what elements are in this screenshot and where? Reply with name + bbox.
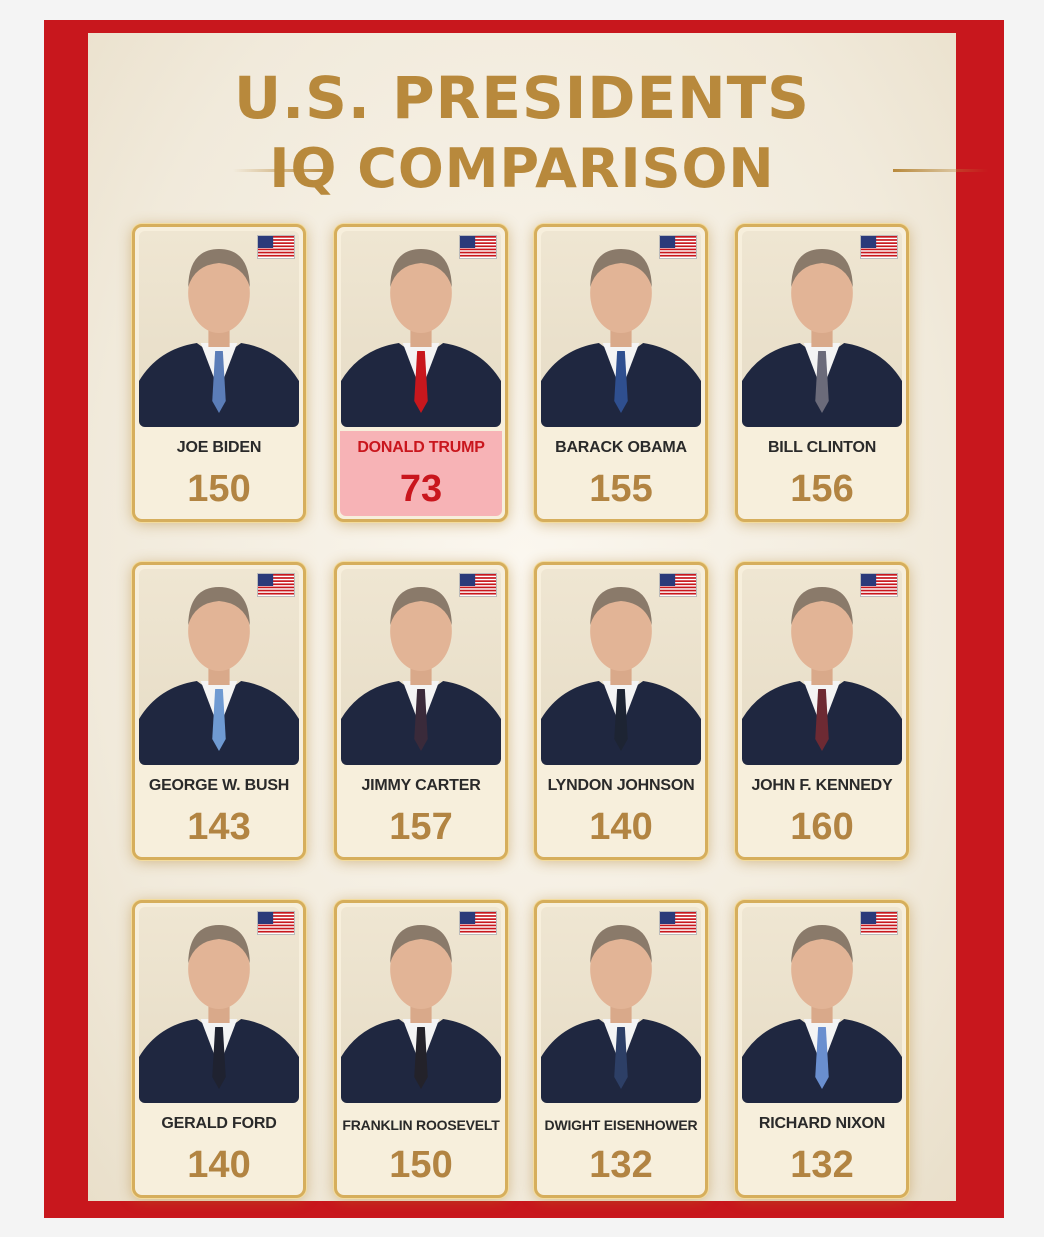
iq-score: 156 xyxy=(790,468,854,510)
poster-subtitle: IQ COMPARISON xyxy=(269,137,775,200)
president-portrait xyxy=(742,231,902,427)
president-card: DWIGHT EISENHOWER 132 xyxy=(534,900,708,1198)
president-name: BILL CLINTON xyxy=(767,439,877,456)
president-card: GERALD FORD 140 xyxy=(132,900,306,1198)
iq-score: 155 xyxy=(589,468,653,510)
president-name: JOE BIDEN xyxy=(176,439,262,456)
iq-score: 140 xyxy=(589,806,653,848)
iq-score: 132 xyxy=(589,1144,653,1186)
president-portrait xyxy=(139,907,299,1103)
president-card: JOE BIDEN 150 xyxy=(132,224,306,522)
us-flag-icon xyxy=(659,911,697,935)
us-flag-icon xyxy=(860,573,898,597)
president-card: BARACK OBAMA 155 xyxy=(534,224,708,522)
president-portrait xyxy=(541,569,701,765)
president-name: BARACK OBAMA xyxy=(555,439,687,456)
president-portrait xyxy=(139,569,299,765)
poster-title: U.S. PRESIDENTS xyxy=(234,64,810,132)
iq-score: 132 xyxy=(790,1144,854,1186)
us-flag-icon xyxy=(459,573,497,597)
president-card: BILL CLINTON 156 xyxy=(735,224,909,522)
title-rule-left xyxy=(233,169,328,172)
us-flag-icon xyxy=(257,573,295,597)
president-portrait xyxy=(139,231,299,427)
president-portrait xyxy=(541,231,701,427)
iq-score: 160 xyxy=(790,806,854,848)
us-flag-icon xyxy=(860,235,898,259)
title-rule-right xyxy=(893,169,988,172)
president-portrait xyxy=(742,569,902,765)
president-name: JOHN F. KENNEDY xyxy=(751,777,893,794)
highlight-background xyxy=(340,431,502,516)
president-name: GEORGE W. BUSH xyxy=(148,777,290,794)
president-name: RICHARD NIXON xyxy=(758,1115,886,1132)
us-flag-icon xyxy=(459,911,497,935)
president-portrait xyxy=(341,907,501,1103)
president-portrait xyxy=(742,907,902,1103)
us-flag-icon xyxy=(257,911,295,935)
president-card: RICHARD NIXON 132 xyxy=(735,900,909,1198)
president-name: GERALD FORD xyxy=(161,1115,277,1132)
president-name: LYNDON JOHNSON xyxy=(547,777,695,794)
president-name: DWIGHT EISENHOWER xyxy=(544,1117,698,1133)
us-flag-icon xyxy=(659,235,697,259)
president-portrait xyxy=(341,569,501,765)
president-card: FRANKLIN ROOSEVELT 150 xyxy=(334,900,508,1198)
us-flag-icon xyxy=(860,911,898,935)
iq-score: 143 xyxy=(187,806,251,848)
president-card: JIMMY CARTER 157 xyxy=(334,562,508,860)
president-card: DONALD TRUMP 73 xyxy=(334,224,508,522)
iq-score: 157 xyxy=(389,806,453,848)
president-portrait xyxy=(541,907,701,1103)
iq-score: 150 xyxy=(389,1144,453,1186)
president-name: DONALD TRUMP xyxy=(357,439,485,456)
president-portrait xyxy=(341,231,501,427)
iq-score: 73 xyxy=(399,468,443,510)
iq-score: 150 xyxy=(187,468,251,510)
president-card: LYNDON JOHNSON 140 xyxy=(534,562,708,860)
iq-score: 140 xyxy=(187,1144,251,1186)
us-flag-icon xyxy=(659,573,697,597)
president-card: GEORGE W. BUSH 143 xyxy=(132,562,306,860)
us-flag-icon xyxy=(257,235,295,259)
us-flag-icon xyxy=(459,235,497,259)
president-name: FRANKLIN ROOSEVELT xyxy=(342,1117,500,1133)
president-card: JOHN F. KENNEDY 160 xyxy=(735,562,909,860)
president-name: JIMMY CARTER xyxy=(361,777,481,794)
